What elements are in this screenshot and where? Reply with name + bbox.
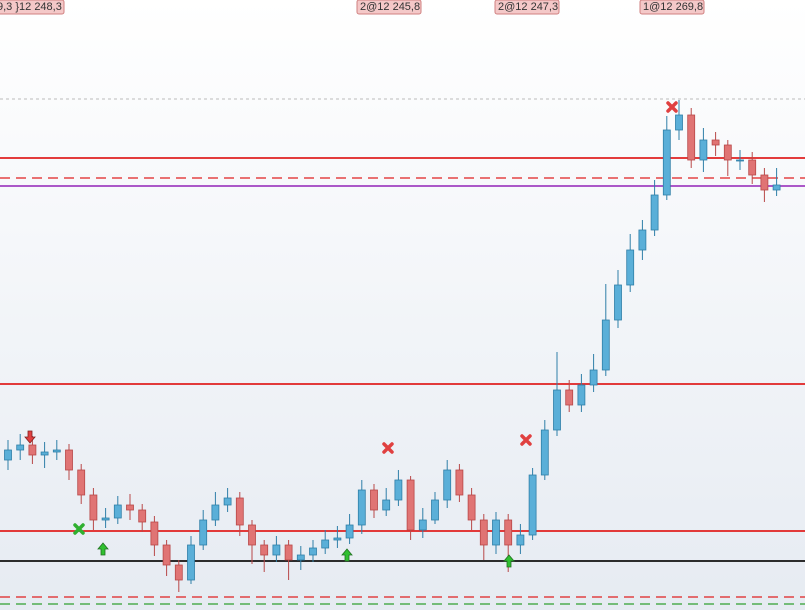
candle-body [4,449,12,461]
candle-body [723,144,732,161]
candle-body [40,451,49,456]
up-arrow [503,554,515,568]
candle-body [223,497,232,506]
order-tag: 1@12 269,8 [643,1,703,13]
candle-body [418,519,427,531]
candle-body [28,444,37,456]
candle-body [760,174,769,191]
candle-body [345,524,354,539]
candle-body [77,469,86,496]
candle-body [528,474,537,536]
candle-body [260,544,269,556]
candle-body [296,554,305,561]
candle-body [406,479,415,531]
candle-body [553,389,561,431]
levels [0,98,805,605]
candle-body [687,114,696,161]
candle-body [150,521,159,546]
candle-body [589,369,598,386]
candle-body [235,497,244,526]
candle-body [126,504,134,511]
candle-body [394,479,403,501]
sell-cross [382,101,678,454]
tag-box [494,0,560,15]
candle-body [699,139,708,161]
candle-body [492,519,500,546]
signals [24,101,678,568]
candle-body [248,524,256,546]
buy-cross [73,523,85,535]
candle-body [65,449,73,471]
candle-body [736,159,744,162]
candle-body [101,517,110,521]
candle-body [455,469,464,496]
candle-body [162,544,171,566]
candle-body [577,384,586,406]
tag-box [0,0,65,15]
candle-body [772,184,781,191]
candle-body [479,519,488,546]
candle-body [504,519,513,546]
candle-body [662,129,671,196]
tag-box [639,0,705,15]
candle-body [516,534,525,546]
candle-body [333,537,342,541]
order-tag: 2@12 247,3 [498,1,558,13]
candle-body [174,564,183,581]
candle-body [211,504,220,521]
candle-body [138,509,147,523]
candle-body [626,249,635,286]
candle-body [382,499,391,511]
up-arrow [341,548,353,562]
candle-body [52,449,61,453]
candle-body [321,539,330,549]
candles [4,100,781,592]
candle-body [748,159,757,176]
candle-body [89,494,98,521]
candle-body [443,469,452,501]
candle-body [540,429,549,476]
order-tags: 9,3 }12 248,3 2@12 245,8 2@12 247,3 1@12… [0,0,705,15]
candle-body [113,504,122,519]
candle-body [614,284,622,321]
candle-body [370,489,378,511]
candle-body [16,444,25,451]
up-arrow [97,542,109,556]
order-tag: 2@12 245,8 [360,1,420,13]
candle-body [675,114,683,131]
candle-body [199,519,208,546]
candle-body [601,319,610,371]
candle-body [187,544,195,581]
candle-body [650,194,659,231]
candle-body [272,544,281,556]
candle-body [431,499,439,521]
candle-body [309,547,317,556]
order-tag: 9,3 }12 248,3 [0,1,62,13]
candle-body [711,139,720,146]
candle-body [357,489,366,526]
candle-body [284,544,293,561]
candle-body [565,389,574,406]
candle-body [638,229,647,251]
down-arrow [24,430,36,444]
candle-body [467,494,476,521]
tag-box [356,0,422,15]
